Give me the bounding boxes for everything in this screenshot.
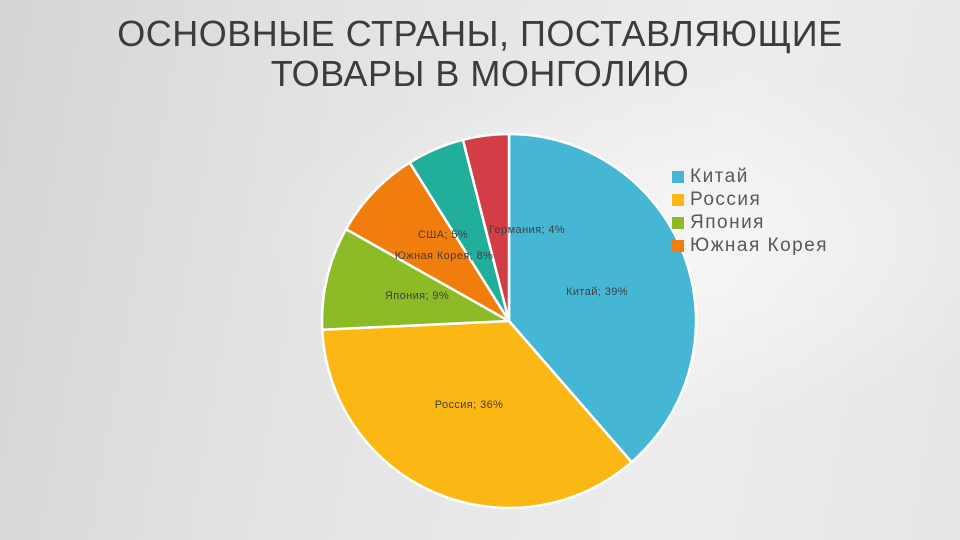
legend-item: Южная Корея <box>672 234 828 257</box>
pie-slice-1 <box>320 319 633 510</box>
legend-item: Россия <box>672 188 828 211</box>
slice-label: Япония; 9% <box>384 290 450 302</box>
slice-label: Россия; 36% <box>434 399 504 411</box>
legend-item: Япония <box>672 211 828 234</box>
pie-slice-3 <box>344 161 511 323</box>
legend-swatch-icon <box>672 193 684 206</box>
pie-slice-0 <box>507 132 698 464</box>
legend-label: Южная Корея <box>690 234 829 256</box>
legend-label: Россия <box>690 188 762 210</box>
slice-label: США; 5% <box>417 229 469 241</box>
legend-item: Китай <box>672 165 828 188</box>
legend-swatch-icon <box>672 239 684 252</box>
slice-label: Германия; 4% <box>488 224 566 236</box>
legend-label: Япония <box>690 211 765 233</box>
slice-label: Китай; 39% <box>566 286 628 298</box>
slide-title: ОСНОВНЫЕ СТРАНЫ, ПОСТАВЛЯЮЩИЕ ТОВАРЫ В М… <box>117 13 843 94</box>
legend-swatch-icon <box>672 170 684 183</box>
pie-slice-5 <box>461 132 511 323</box>
legend-label: Китай <box>690 165 749 187</box>
pie-chart <box>320 132 698 510</box>
slice-label: Южная Корея; 8% <box>394 250 494 262</box>
pie-slice-2 <box>320 227 511 331</box>
legend-swatch-icon <box>672 216 684 229</box>
chart-legend: Китай Россия Япония Южная Корея <box>672 165 828 257</box>
